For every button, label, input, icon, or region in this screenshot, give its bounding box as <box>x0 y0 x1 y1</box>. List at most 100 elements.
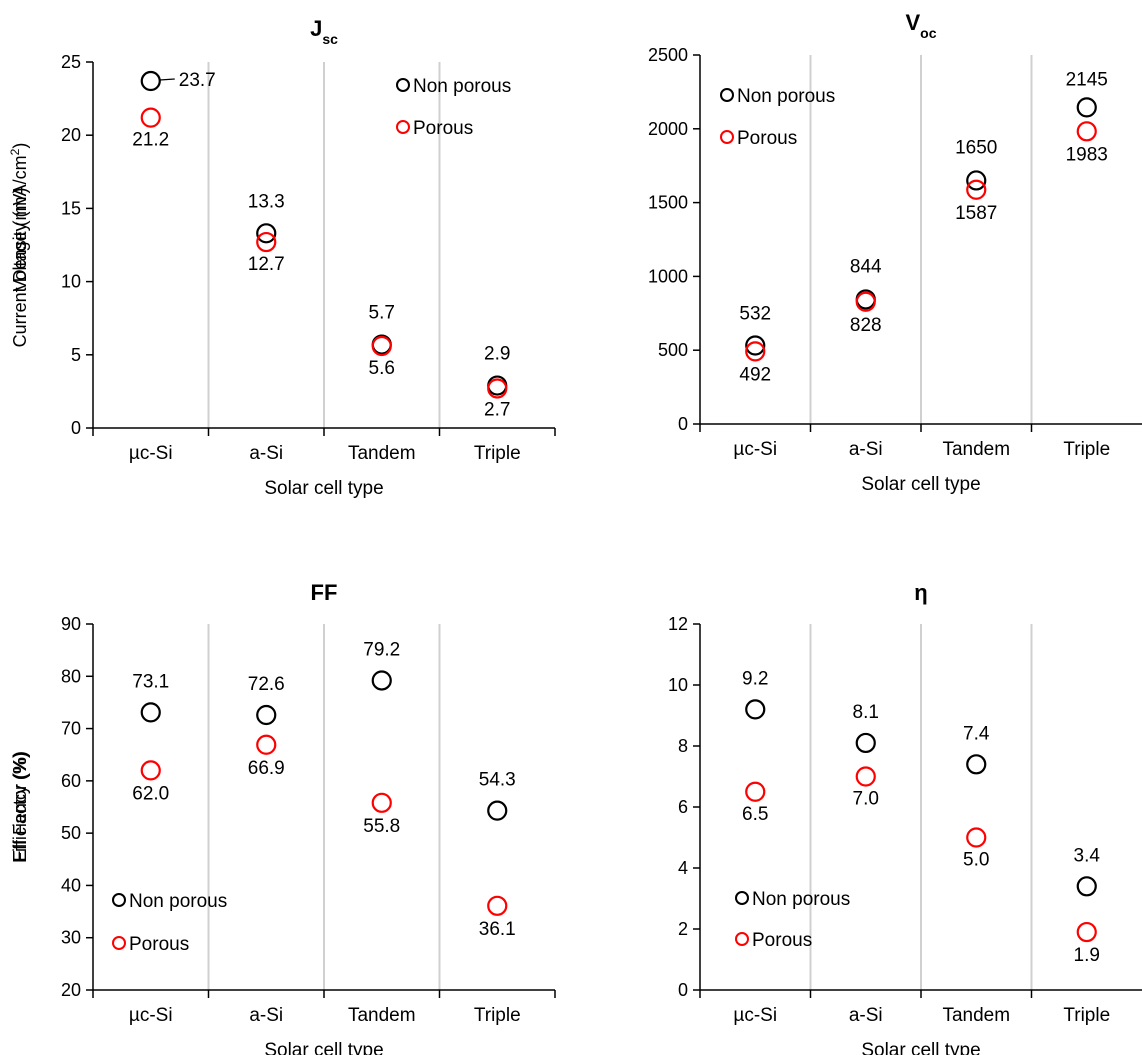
data-point-non-porous <box>1076 876 1097 897</box>
data-label-leader <box>159 78 175 81</box>
data-label: 5.0 <box>963 850 989 871</box>
x-tick-label: Tandem <box>348 443 416 464</box>
data-point-porous <box>966 827 987 848</box>
x-tick-label: Tandem <box>348 1005 416 1026</box>
data-label: 844 <box>850 256 882 277</box>
y-tick-label: 80 <box>61 666 81 686</box>
y-tick-label: 40 <box>61 875 81 895</box>
legend-label: Porous <box>752 930 812 951</box>
legend-marker <box>396 120 410 134</box>
x-tick-label: Tandem <box>942 439 1010 460</box>
y-tick-label: 5 <box>71 345 81 365</box>
data-point-porous <box>256 734 277 755</box>
data-label: 1.9 <box>1074 945 1100 966</box>
legend-marker <box>112 936 126 950</box>
data-label: 5.7 <box>369 303 395 324</box>
data-label: 7.4 <box>963 723 990 744</box>
y-tick-label: 50 <box>61 823 81 843</box>
y-tick-label: 15 <box>61 198 81 218</box>
y-tick-label: 500 <box>658 340 688 360</box>
y-tick-label: 0 <box>678 414 688 434</box>
x-tick-label: µc-Si <box>129 1005 173 1026</box>
y-tick-label: 60 <box>61 771 81 791</box>
y-tick-label: 8 <box>678 736 688 756</box>
legend-marker <box>720 130 734 144</box>
x-tick-label: Triple <box>474 443 521 464</box>
data-point-porous <box>140 107 161 128</box>
y-tick-label: 30 <box>61 928 81 948</box>
y-tick-label: 20 <box>61 125 81 145</box>
data-point-porous <box>371 792 392 813</box>
data-label: 7.0 <box>853 789 879 810</box>
x-tick-label: a-Si <box>249 1005 283 1026</box>
data-label: 8.1 <box>853 702 879 723</box>
legend-marker <box>720 88 734 102</box>
x-tick-label: µc-Si <box>733 439 777 460</box>
data-label: 1983 <box>1066 144 1108 165</box>
y-tick-label: 1000 <box>648 266 688 286</box>
legend-label: Porous <box>737 128 797 149</box>
x-tick-label: Triple <box>474 1005 521 1026</box>
data-label: 72.6 <box>248 674 285 695</box>
y-tick-label: 2500 <box>648 45 688 65</box>
x-axis-title: Solar cell type <box>264 1040 383 1055</box>
data-point-non-porous <box>745 699 766 720</box>
x-tick-label: Triple <box>1063 439 1110 460</box>
chart-title: Jsc <box>310 16 338 47</box>
data-point-porous <box>371 335 392 357</box>
data-point-porous <box>256 231 277 253</box>
data-label: 2145 <box>1066 69 1108 90</box>
chart-panel-3: 20 30 40 50 60 70 80 90 µc-Si a-Si Tandem Triple Sol… <box>10 580 556 1055</box>
data-label: 21.2 <box>132 130 169 151</box>
data-label: 9.2 <box>742 668 768 689</box>
data-point-porous <box>140 760 161 781</box>
data-label: 5.6 <box>369 358 395 379</box>
data-point-non-porous <box>855 732 876 754</box>
y-tick-label: 20 <box>61 980 81 1000</box>
x-tick-label: µc-Si <box>129 443 173 464</box>
y-tick-label: 0 <box>71 418 81 438</box>
chart-panel-4: 0 2 4 6 8 10 12 µc-Si a-Si Tandem Triple Solar cell… <box>10 580 1142 1055</box>
x-axis-title: Solar cell type <box>861 1040 980 1055</box>
chart-title: FF <box>311 580 338 605</box>
data-label: 1587 <box>955 203 997 224</box>
y-axis-title: Voltage (mV) <box>10 187 30 291</box>
data-point-porous <box>855 766 876 787</box>
legend-marker <box>396 78 410 92</box>
x-tick-label: µc-Si <box>733 1005 777 1026</box>
data-label: 66.9 <box>248 758 285 779</box>
y-tick-label: 2000 <box>648 119 688 139</box>
data-label: 828 <box>850 315 882 336</box>
data-label: 2.7 <box>484 399 510 420</box>
y-tick-label: 90 <box>61 614 81 634</box>
data-label: 532 <box>739 303 771 324</box>
data-label: 62.0 <box>132 783 169 804</box>
data-point-non-porous <box>256 704 277 726</box>
chart-panel-1: 0 5 10 15 20 25 µc-Si a-Si Tandem Triple Solar cel… <box>8 16 556 499</box>
y-axis-title: Fill Factor (%) <box>10 751 30 863</box>
y-tick-label: 10 <box>668 675 688 695</box>
data-point-porous <box>1076 121 1097 142</box>
y-tick-label: 0 <box>678 980 688 1000</box>
data-point-non-porous <box>966 170 987 191</box>
data-point-non-porous <box>1076 97 1097 118</box>
y-axis-title: Efficiency (%) <box>10 752 30 862</box>
x-tick-label: Tandem <box>942 1005 1010 1026</box>
y-tick-label: 70 <box>61 719 81 739</box>
x-tick-label: a-Si <box>849 1005 883 1026</box>
data-label: 2.9 <box>484 344 510 365</box>
data-point-non-porous <box>256 223 277 244</box>
data-label: 55.8 <box>363 816 400 837</box>
x-axis-title: Solar cell type <box>264 478 383 499</box>
chart-panel-2: 0 500 1000 1500 2000 2500 µc-Si a-Si Tandem Tripl… <box>10 10 1142 495</box>
data-point-non-porous <box>745 335 766 356</box>
data-point-non-porous <box>140 702 161 723</box>
x-axis-title: Solar cell type <box>861 474 980 495</box>
chart-title: η <box>914 580 927 605</box>
data-point-porous <box>745 341 766 362</box>
x-tick-label: a-Si <box>849 439 883 460</box>
data-label: 54.3 <box>479 770 516 791</box>
x-tick-label: a-Si <box>249 443 283 464</box>
data-point-porous <box>855 291 876 312</box>
